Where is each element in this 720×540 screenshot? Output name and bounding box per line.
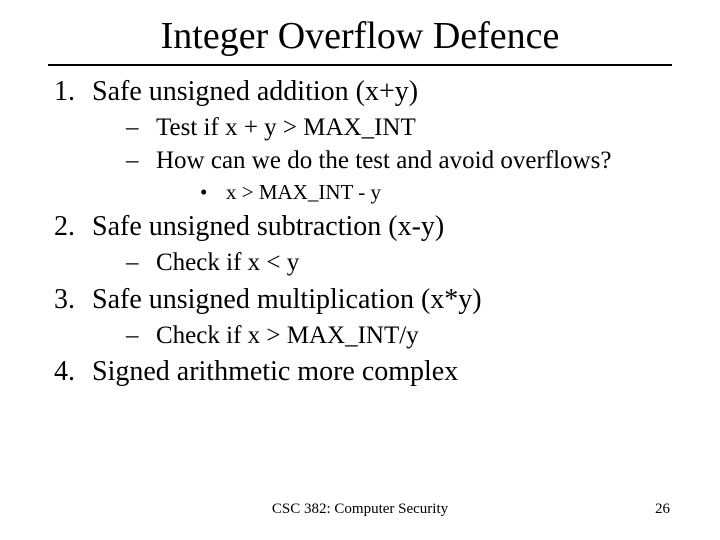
list-item-label: Signed arithmetic more complex: [82, 356, 458, 387]
list-item-label: Safe unsigned addition (x+y): [82, 76, 418, 107]
sub-item: Check if x > MAX_INT/y: [126, 320, 690, 353]
title-underline: [48, 64, 672, 66]
sub-sub-item: x > MAX_INT - y: [200, 179, 690, 206]
sub-item-text: How can we do the test and avoid overflo…: [156, 147, 611, 174]
sub-list: Check if x > MAX_INT/y: [82, 320, 690, 353]
numbered-list: Safe unsigned addition (x+y) Test if x +…: [30, 74, 690, 391]
sub-sub-list: x > MAX_INT - y: [156, 179, 690, 206]
sub-item: Test if x + y > MAX_INT: [126, 112, 690, 145]
sub-list: Check if x < y: [82, 247, 690, 280]
sub-item: Check if x < y: [126, 247, 690, 280]
footer-page-number: 26: [655, 501, 670, 518]
list-item: Safe unsigned addition (x+y) Test if x +…: [82, 74, 690, 207]
slide-title: Integer Overflow Defence: [0, 0, 720, 64]
list-item-label: Safe unsigned subtraction (x-y): [82, 211, 444, 242]
list-item: Safe unsigned multiplication (x*y) Check…: [82, 282, 690, 353]
footer-course: CSC 382: Computer Security: [0, 501, 720, 518]
slide-body: Safe unsigned addition (x+y) Test if x +…: [0, 74, 720, 391]
list-item: Safe unsigned subtraction (x-y) Check if…: [82, 209, 690, 280]
list-item: Signed arithmetic more complex: [82, 354, 690, 390]
slide: Integer Overflow Defence Safe unsigned a…: [0, 0, 720, 540]
sub-item: How can we do the test and avoid overflo…: [126, 145, 690, 207]
sub-list: Test if x + y > MAX_INT How can we do th…: [82, 112, 690, 206]
list-item-label: Safe unsigned multiplication (x*y): [82, 284, 482, 315]
